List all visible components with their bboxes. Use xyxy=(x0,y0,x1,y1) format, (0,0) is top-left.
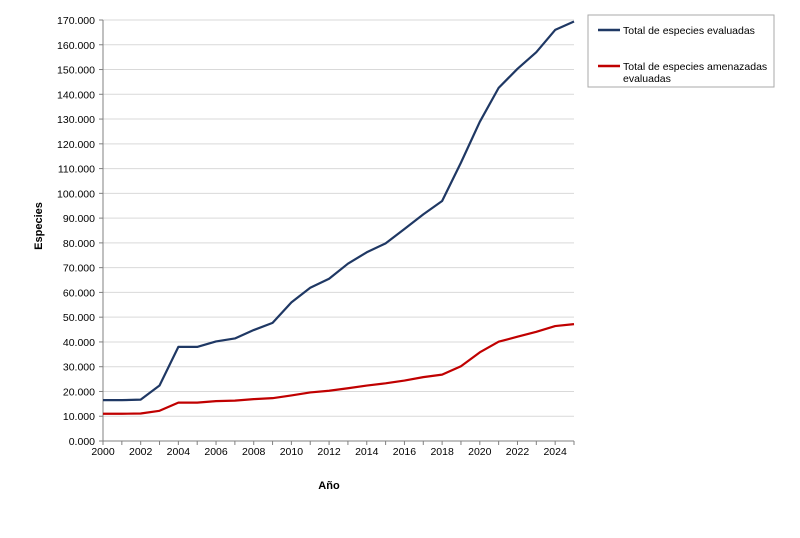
x-tick-label: 2000 xyxy=(91,446,115,458)
series-line-1 xyxy=(103,323,575,415)
x-tick-label: 2012 xyxy=(317,446,341,458)
series-lines xyxy=(103,20,575,415)
y-tick-label: 40.000 xyxy=(63,337,95,349)
x-tick-label: 2022 xyxy=(506,446,530,458)
y-tick-label: 90.000 xyxy=(63,213,95,225)
y-tick-labels: 0.000 10.000 20.000 30.000 40.000 50.000 60.00… xyxy=(57,15,95,448)
y-tick-label: 140.000 xyxy=(57,89,95,101)
x-tick-label: 2024 xyxy=(543,446,567,458)
y-tick-label: 80.000 xyxy=(63,238,95,250)
axes xyxy=(99,19,575,445)
y-tick-label: 60.000 xyxy=(63,287,95,299)
legend-label-total-evaluadas: Total de especies evaluadas xyxy=(623,25,755,37)
y-tick-label: 150.000 xyxy=(57,65,95,77)
gridlines xyxy=(103,19,574,417)
y-axis-title: Especies xyxy=(33,202,45,250)
legend-label-total-amenazadas: Total de especies amenazadas evaluadas xyxy=(623,61,770,85)
x-tick-label: 2014 xyxy=(355,446,379,458)
y-tick-label: 20.000 xyxy=(63,386,95,398)
legend: Total de especies evaluadas Total de esp… xyxy=(587,14,775,88)
y-tick-label: 170.000 xyxy=(57,15,95,27)
series-line-0 xyxy=(103,20,575,402)
x-tick-label: 2016 xyxy=(393,446,417,458)
x-tick-label: 2018 xyxy=(430,446,454,458)
y-tick-label: 30.000 xyxy=(63,362,95,374)
y-tick-label: 10.000 xyxy=(63,411,95,423)
x-tick-label: 2002 xyxy=(129,446,153,458)
y-tick-label: 160.000 xyxy=(57,40,95,52)
y-tick-label: 50.000 xyxy=(63,312,95,324)
x-tick-label: 2010 xyxy=(280,446,304,458)
x-tick-label: 2008 xyxy=(242,446,266,458)
x-tick-label: 2020 xyxy=(468,446,492,458)
y-tick-label: 110.000 xyxy=(58,164,95,176)
x-tick-label: 2006 xyxy=(204,446,228,458)
legend-box xyxy=(587,14,775,88)
x-tick-labels: 2000 2002 2004 2006 2008 2010 2012 2014 2016 2018… xyxy=(91,446,567,458)
y-tick-label: 100.000 xyxy=(57,188,95,200)
x-axis-title: Año xyxy=(318,480,340,492)
y-tick-label: 120.000 xyxy=(57,139,95,151)
y-tick-label: 130.000 xyxy=(57,114,95,126)
y-tick-label: 70.000 xyxy=(63,263,95,275)
x-tick-label: 2004 xyxy=(167,446,191,458)
y-tick-label: 0.000 xyxy=(69,436,95,448)
